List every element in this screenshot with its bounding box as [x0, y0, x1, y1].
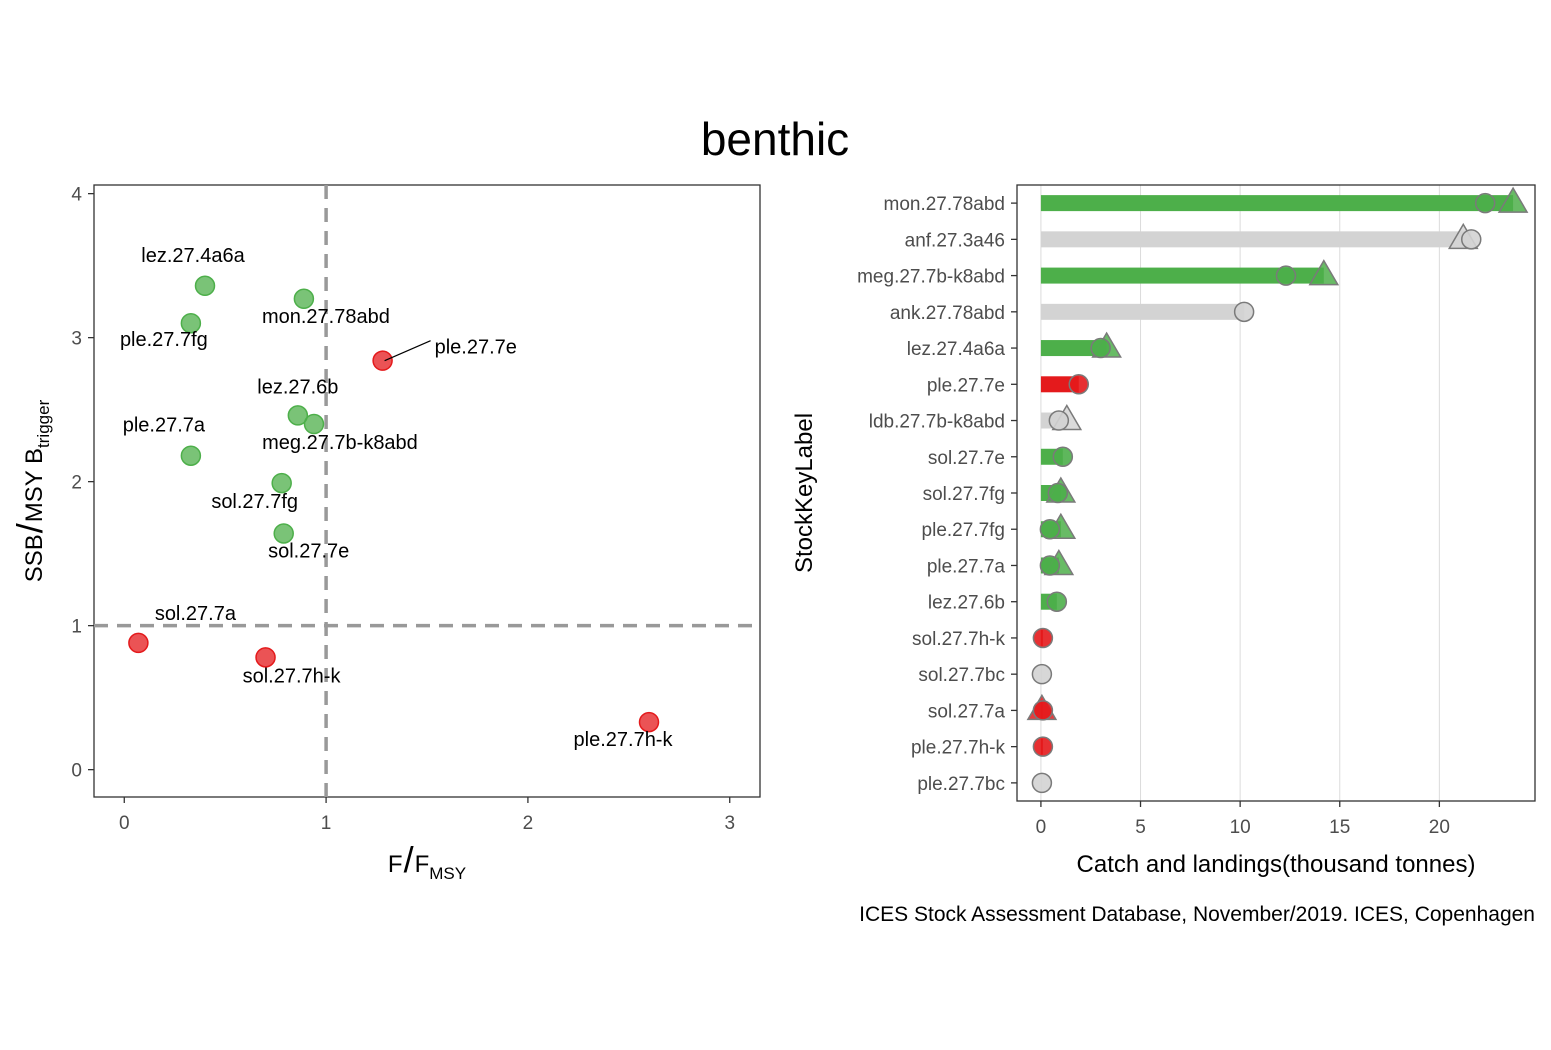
catch-category-label: meg.27.7b-k8abd	[857, 267, 1005, 288]
catch-x-tick-label: 15	[1329, 817, 1350, 838]
scatter-point	[293, 288, 315, 310]
catch-category-label: ldb.27.7b-k8abd	[869, 412, 1005, 433]
scatter-panel: 0 1 2 3 0 1 2 3 4 lez.27.4a6a mon.27.78abd ple.27.…	[9, 184, 761, 883]
catch-circle-marker	[1275, 265, 1297, 286]
catch-category-label: ple.27.7fg	[922, 520, 1005, 541]
scatter-point-label: ple.27.7a	[123, 415, 206, 437]
catch-circle-marker	[1032, 736, 1054, 757]
catch-triangle-marker	[1497, 186, 1529, 213]
catch-bar	[1040, 231, 1472, 248]
catch-category-label: ple.27.7e	[927, 375, 1005, 396]
scatter-point-label: sol.27.7fg	[211, 491, 298, 513]
catch-category-label: sol.27.7fg	[923, 484, 1005, 505]
scatter-y-tick-label: 3	[71, 329, 82, 350]
scatter-axis-ticks: 0 1 2 3 0 1 2 3 4	[71, 185, 735, 834]
catch-circle-marker	[1039, 518, 1061, 540]
catch-bar	[1040, 267, 1324, 284]
main-title: benthic	[701, 113, 849, 165]
catch-category-label: sol.27.7h-k	[912, 629, 1005, 650]
catch-bar	[1040, 303, 1245, 320]
catch-category-label: lez.27.6b	[928, 593, 1005, 614]
catch-category-label: mon.27.78abd	[884, 194, 1006, 215]
catch-circle-marker	[1039, 555, 1061, 576]
scatter-points	[128, 275, 660, 733]
scatter-reference-lines	[94, 185, 760, 797]
catch-x-tick-label: 20	[1429, 817, 1450, 838]
source-caption: ICES Stock Assessment Database, November…	[859, 903, 1535, 926]
scatter-point	[194, 275, 216, 297]
catch-circle-marker	[1068, 374, 1090, 395]
catch-circle-marker	[1460, 229, 1482, 250]
scatter-point	[180, 445, 202, 466]
scatter-x-axis-title: F/FMSY	[388, 839, 466, 883]
catch-circle-marker	[1031, 772, 1053, 794]
catch-axis-ticks: mon.27.78abd anf.27.3a46 meg.27.7b-k8abd an…	[857, 194, 1450, 838]
catch-bar	[1040, 340, 1107, 357]
scatter-plot-area	[93, 184, 761, 798]
scatter-x-tick-label: 0	[119, 813, 130, 834]
catch-category-label: ank.27.78abd	[890, 303, 1005, 324]
scatter-x-tick-label: 1	[321, 813, 332, 834]
catch-category-label: sol.27.7e	[928, 448, 1005, 469]
scatter-label-leader	[384, 340, 431, 362]
catch-circle-marker	[1090, 337, 1111, 359]
catch-circle-marker	[1474, 192, 1496, 214]
catch-category-label: sol.27.7a	[928, 701, 1006, 722]
catch-circle-marker	[1052, 446, 1074, 468]
scatter-point-label: meg.27.7b-k8abd	[262, 432, 418, 454]
scatter-point	[271, 472, 292, 494]
scatter-y-tick-label: 4	[71, 185, 82, 206]
catch-y-axis-title: StockKeyLabel	[791, 413, 818, 573]
scatter-y-tick-label: 0	[71, 761, 82, 782]
scatter-point-label: sol.27.7e	[268, 540, 349, 562]
scatter-point-label: sol.27.7h-k	[243, 665, 342, 687]
catch-circle-marker	[1046, 591, 1068, 612]
scatter-point-label: ple.27.7e	[435, 337, 517, 359]
scatter-x-tick-label: 2	[523, 813, 534, 834]
catch-bar	[1040, 195, 1514, 212]
catch-category-label: ple.27.7bc	[917, 774, 1005, 795]
catch-bar	[1040, 376, 1079, 393]
catch-x-tick-label: 10	[1230, 817, 1251, 838]
catch-plot-area	[1017, 185, 1535, 801]
catch-category-label: anf.27.3a46	[905, 230, 1005, 251]
catch-circle-marker	[1032, 627, 1054, 649]
scatter-point-label: mon.27.78abd	[262, 306, 390, 328]
catch-circle-marker	[1031, 663, 1053, 685]
catch-triangle-marker	[1308, 259, 1340, 286]
scatter-point-label: sol.27.7a	[155, 603, 237, 625]
catch-circle-marker	[1048, 410, 1070, 431]
scatter-y-tick-label: 1	[71, 617, 82, 638]
scatter-point-label: ple.27.7fg	[120, 329, 208, 351]
catch-panel: mon.27.78abd anf.27.3a46 meg.27.7b-k8abd an…	[791, 184, 1536, 878]
scatter-point	[303, 413, 325, 435]
scatter-point-label: lez.27.4a6a	[141, 245, 245, 267]
scatter-point-label: lez.27.6b	[257, 376, 338, 398]
catch-category-label: ple.27.7h-k	[911, 738, 1006, 759]
scatter-point	[128, 632, 149, 654]
catch-circle-marker	[1233, 301, 1255, 323]
scatter-point	[180, 312, 202, 334]
catch-category-label: ple.27.7a	[927, 556, 1006, 577]
catch-category-label: lez.27.4a6a	[907, 339, 1006, 360]
catch-x-tick-label: 5	[1135, 817, 1146, 838]
catch-category-label: sol.27.7bc	[918, 665, 1005, 686]
catch-circle-marker	[1032, 700, 1054, 721]
catch-markers	[1026, 186, 1529, 794]
scatter-y-axis-title: SSB/MSY Btrigger	[9, 399, 53, 582]
scatter-y-tick-label: 2	[71, 473, 82, 494]
scatter-point-labels: lez.27.4a6a mon.27.78abd ple.27.7fg ple.27.…	[120, 245, 674, 751]
scatter-x-tick-label: 3	[724, 813, 735, 834]
scatter-point	[372, 350, 393, 371]
scatter-point	[287, 405, 309, 426]
scatter-point	[638, 711, 660, 733]
catch-circle-marker	[1047, 482, 1069, 504]
catch-x-tick-label: 0	[1036, 817, 1047, 838]
scatter-point	[255, 647, 276, 668]
scatter-point	[273, 523, 294, 544]
catch-x-axis-title: Catch and landings(thousand tonnes)	[1077, 851, 1476, 878]
scatter-point-label: ple.27.7h-k	[574, 729, 674, 751]
